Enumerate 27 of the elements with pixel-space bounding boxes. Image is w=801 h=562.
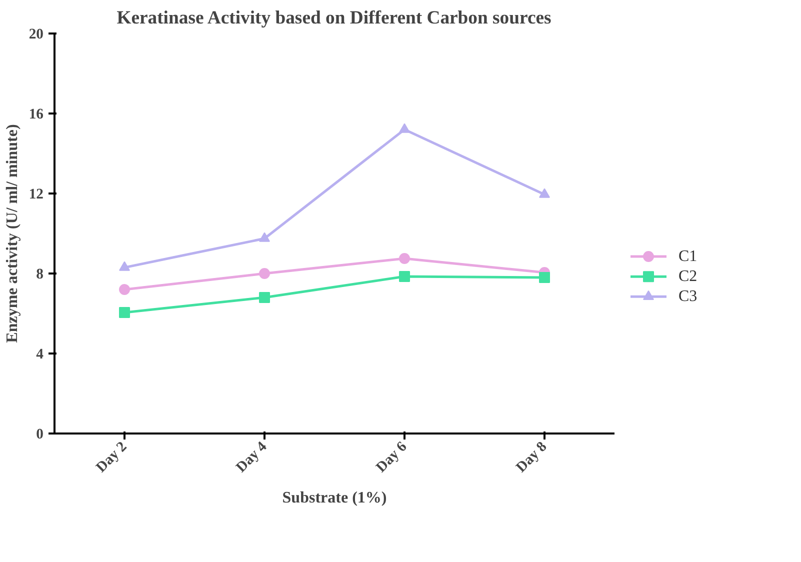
point xyxy=(259,292,270,303)
point xyxy=(119,261,130,271)
point xyxy=(259,232,270,242)
point xyxy=(399,271,410,282)
y-tick-label: 0 xyxy=(36,426,44,442)
point xyxy=(259,268,270,279)
point xyxy=(399,123,410,133)
x-tick-label: Day 6 xyxy=(373,438,410,476)
legend-label: C3 xyxy=(678,288,698,306)
point xyxy=(119,307,130,318)
x-tick-label: Day 8 xyxy=(513,438,550,476)
legend-label: C1 xyxy=(678,248,698,265)
point xyxy=(119,284,130,295)
chart-title: Keratinase Activity based on Different Carbon sources xyxy=(116,8,552,28)
y-tick-label: 20 xyxy=(28,26,44,42)
y-tick-label: 12 xyxy=(28,186,44,202)
legend-label: C2 xyxy=(678,268,698,286)
point xyxy=(539,272,550,283)
point xyxy=(539,188,550,198)
x-tick-label: Day 2 xyxy=(93,438,130,476)
y-axis-title: Enzyme activity (U/ ml/ minute) xyxy=(4,124,21,343)
point xyxy=(399,253,410,264)
x-axis-title: Substrate (1%) xyxy=(282,489,387,506)
y-tick-label: 8 xyxy=(36,266,44,282)
y-tick-label: 4 xyxy=(36,346,44,362)
x-tick-label: Day 4 xyxy=(233,438,271,476)
y-tick-label: 16 xyxy=(28,106,44,122)
